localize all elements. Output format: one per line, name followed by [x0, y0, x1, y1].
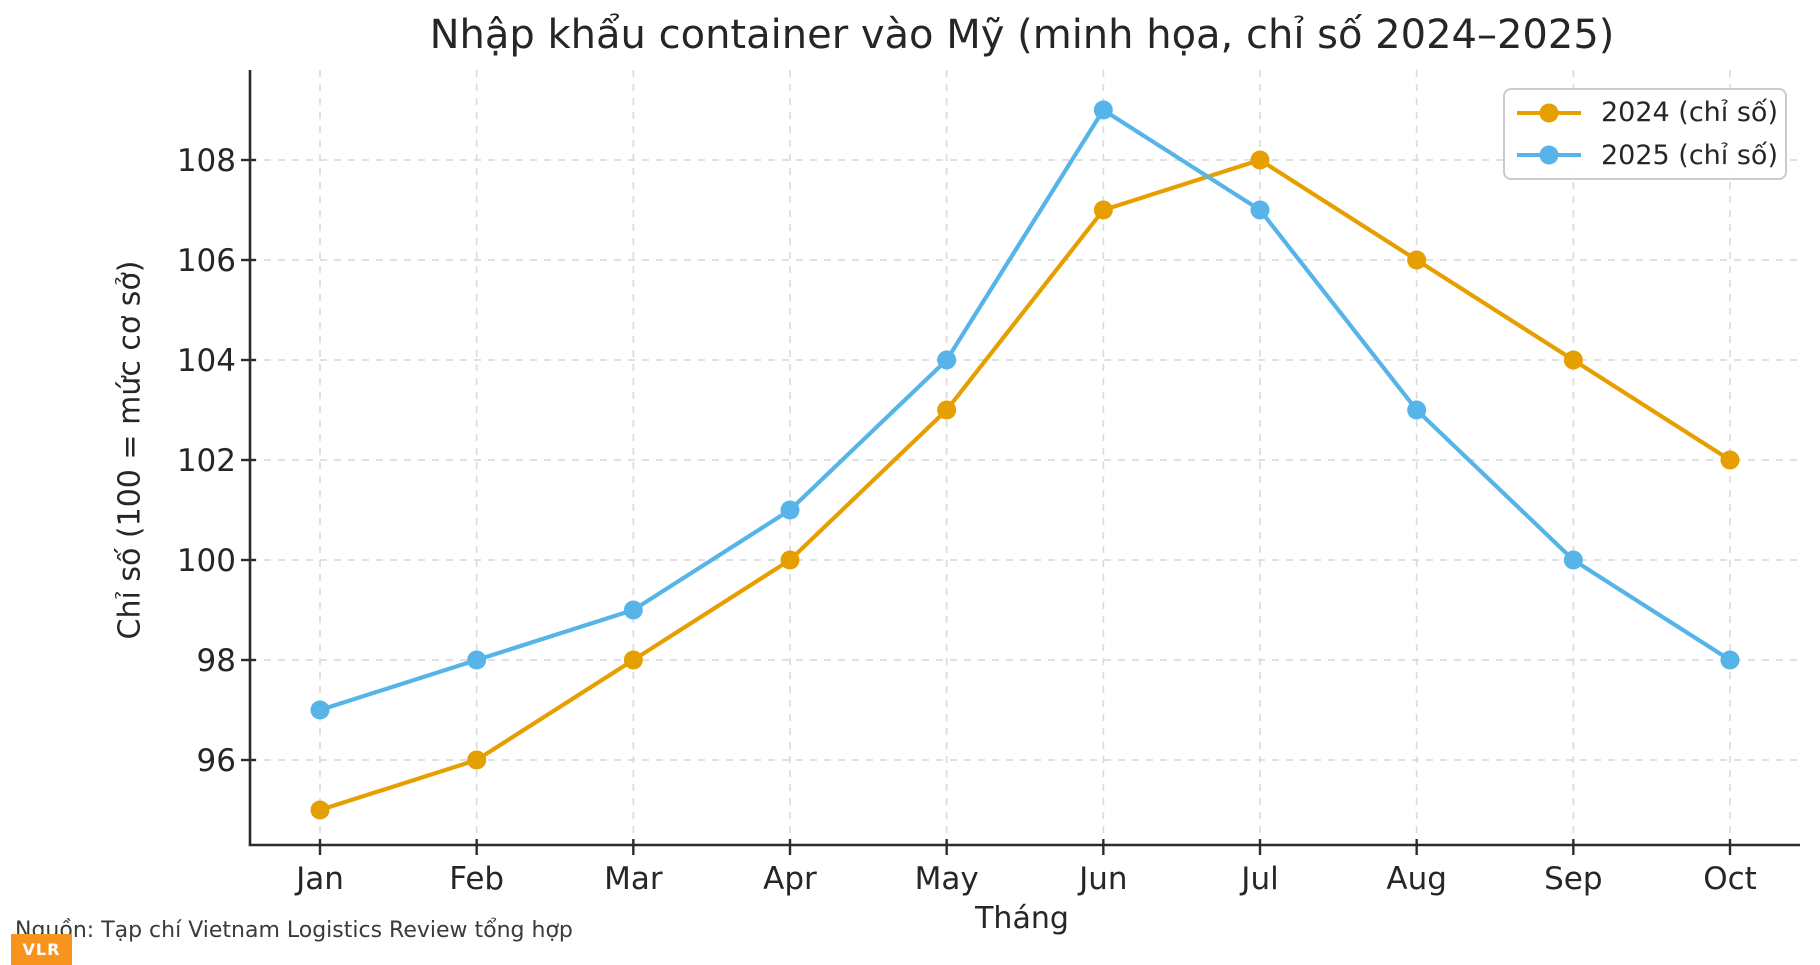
data-point-marker	[623, 600, 643, 620]
x-tick-label: May	[915, 861, 979, 897]
data-point-marker	[467, 650, 487, 670]
y-tick-label: 102	[177, 443, 236, 479]
data-point-marker	[1563, 350, 1583, 370]
vlr-logo-badge: VLR	[11, 934, 72, 965]
legend-line-sample-icon	[1517, 145, 1581, 165]
legend-entry-2025: 2025 (chỉ số)	[1505, 135, 1785, 175]
data-point-marker	[1250, 150, 1270, 170]
data-point-marker	[1720, 450, 1740, 470]
data-point-marker	[467, 750, 487, 770]
legend-label: 2024 (chỉ số)	[1601, 97, 1778, 129]
x-tick-label: Feb	[449, 861, 504, 897]
series-line	[317, 107, 1733, 713]
legend-label: 2025 (chỉ số)	[1601, 139, 1778, 171]
x-tick-label: Jun	[1077, 861, 1127, 897]
y-tick-label: 104	[177, 343, 236, 379]
x-axis-label: Tháng	[975, 901, 1069, 936]
data-point-marker	[1720, 650, 1740, 670]
series-line	[317, 157, 1733, 813]
chart-title: Nhập khẩu container vào Mỹ (minh họa, ch…	[429, 12, 1615, 58]
chart-legend: 2024 (chỉ số) 2025 (chỉ số)	[1503, 88, 1787, 180]
legend-line-sample-icon	[1517, 103, 1581, 123]
data-point-marker	[310, 800, 330, 820]
x-tick-label: Jan	[294, 861, 344, 897]
data-point-marker	[1250, 200, 1270, 220]
source-note: Nguồn: Tạp chí Vietnam Logistics Review …	[15, 918, 573, 943]
x-tick-label: Mar	[604, 861, 663, 897]
y-axis-label: Chỉ số (100 = mức cơ sở)	[112, 260, 148, 640]
x-tick-label: Sep	[1544, 861, 1602, 897]
x-tick-label: Apr	[763, 861, 817, 897]
y-tick-label: 100	[177, 543, 236, 579]
data-point-marker	[780, 500, 800, 520]
data-point-marker	[1407, 400, 1427, 420]
x-tick-label: Aug	[1386, 861, 1447, 897]
data-point-marker	[780, 550, 800, 570]
x-tick-label: Oct	[1703, 861, 1757, 897]
y-tick-label: 108	[177, 143, 236, 179]
data-point-marker	[623, 650, 643, 670]
x-tick-label: Jul	[1239, 861, 1278, 897]
legend-entry-2024: 2024 (chỉ số)	[1505, 93, 1785, 133]
y-tick-label: 106	[177, 243, 236, 279]
data-point-marker	[937, 400, 957, 420]
data-point-marker	[1093, 200, 1113, 220]
data-point-marker	[937, 350, 957, 370]
data-point-marker	[1093, 100, 1113, 120]
data-point-marker	[310, 700, 330, 720]
data-point-marker	[1563, 550, 1583, 570]
y-tick-label: 96	[197, 743, 236, 779]
y-tick-label: 98	[197, 643, 236, 679]
data-point-marker	[1407, 250, 1427, 270]
